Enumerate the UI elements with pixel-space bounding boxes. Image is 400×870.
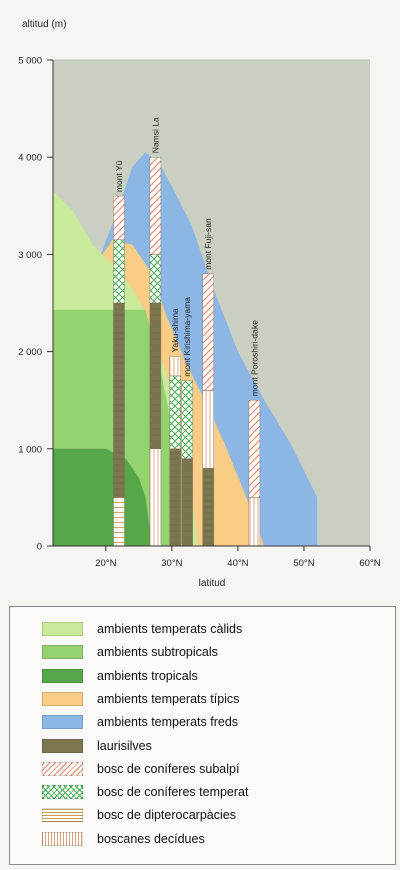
site-namsi-la: Namsi La — [149, 117, 162, 547]
legend-label: ambients subtropicals — [97, 645, 218, 660]
legend-item-dipterocarp: bosc de dipterocarpàcies — [42, 806, 382, 826]
legend-item-deciduous: boscanes decídues — [42, 830, 382, 850]
segment-conifer-subalpine — [113, 195, 125, 241]
y-tick-label: 0 — [37, 542, 42, 553]
legend-swatch — [42, 761, 83, 776]
legend-item-cold: ambients temperats freds — [42, 713, 382, 733]
legend-label: ambients temperats típics — [97, 691, 240, 706]
legend-swatch — [42, 831, 83, 846]
sites-layer: mont Yü Namsi La Yaku-shima mont Kirishima-… — [113, 117, 261, 547]
x-tick-label: 60°N — [359, 558, 380, 569]
legend-item-tropical: ambients tropicals — [42, 667, 382, 687]
segment-deciduous — [248, 497, 261, 547]
segment-conifer-temperate — [149, 254, 162, 304]
site-mont-poroshiri-dake: mont Poroshiri-dake — [248, 320, 261, 547]
site-label: mont Poroshiri-dake — [249, 320, 259, 396]
segment-conifer-temperate — [113, 239, 125, 304]
vegetation-altitude-chart: mont Yü Namsi La Yaku-shima mont Kirishima-… — [18, 19, 381, 589]
legend-item-subtropical: ambients subtropicals — [42, 643, 382, 663]
x-tick-label: 30°N — [161, 558, 182, 569]
site-mont-fuji-san: mont Fuji-san — [202, 218, 214, 547]
y-tick-label: 4 000 — [18, 153, 42, 164]
segment-laurisilva — [169, 448, 181, 547]
site-mont-yu: mont Yü — [113, 160, 125, 547]
legend-swatch — [42, 785, 83, 800]
site-yaku-shima: Yaku-shima — [169, 308, 181, 547]
segment-conifer-temperate — [181, 380, 193, 459]
legend-swatch — [42, 645, 83, 660]
legend-swatch — [42, 668, 83, 683]
segment-conifer-subalpine — [202, 273, 214, 391]
y-tick-label: 1 000 — [18, 444, 42, 455]
site-label: Yaku-shima — [170, 308, 180, 353]
legend: ambients temperats càlids ambients subtro… — [9, 606, 396, 865]
y-tick-label: 2 000 — [18, 347, 42, 358]
segment-deciduous — [149, 448, 162, 547]
x-axis-label: latitud — [199, 578, 226, 589]
site-label: mont Fuji-san — [203, 218, 213, 270]
legend-label: ambients temperats freds — [97, 715, 239, 730]
segment-laurisilva — [149, 302, 162, 450]
segment-conifer-subalpine — [248, 400, 261, 498]
legend-item-conifer-temperate: bosc de coníferes temperat — [42, 783, 382, 803]
x-tick-label: 40°N — [227, 558, 248, 569]
legend-label: boscanes decídues — [97, 831, 205, 846]
segment-conifer-subalpine — [149, 156, 162, 255]
legend-item-laurisilva: laurisilves — [42, 737, 382, 757]
legend-label: bosc de coníferes temperat — [97, 785, 249, 800]
site-mont-kirishima-yama: mont Kirishima-yama — [181, 297, 193, 547]
legend-swatch — [42, 691, 83, 706]
y-axis-label: altitud (m) — [22, 19, 66, 30]
segment-deciduous — [169, 356, 181, 377]
x-tick-label: 20°N — [95, 558, 116, 569]
y-ticks: 0 1 000 2 000 3 000 4 000 5 000 — [18, 56, 53, 553]
legend-item-typical: ambients temperats típics — [42, 690, 382, 710]
legend-swatch — [42, 738, 83, 753]
segment-conifer-temperate — [169, 375, 181, 449]
segment-dipterocarp — [113, 497, 125, 547]
segment-deciduous — [202, 390, 214, 469]
legend-label: bosc de dipterocarpàcies — [97, 808, 236, 823]
site-label: mont Yü — [114, 160, 124, 192]
legend-label: laurisilves — [97, 738, 152, 753]
legend-label: ambients temperats càlids — [97, 622, 243, 636]
y-tick-label: 3 000 — [18, 250, 42, 261]
legend-swatch — [42, 715, 83, 730]
legend-item-conifer-subalpine: bosc de coníferes subalpí — [42, 760, 382, 780]
x-ticks: 20°N 30°N 40°N 50°N 60°N — [95, 546, 381, 569]
site-label: mont Kirishima-yama — [182, 297, 192, 377]
legend-item-warm: ambients temperats càlids — [42, 620, 382, 640]
segment-laurisilva — [181, 458, 193, 547]
zone-ambients-tropicals — [53, 448, 153, 546]
legend-label: ambients tropicals — [97, 668, 198, 683]
segment-laurisilva — [202, 468, 214, 547]
legend-label: bosc de coníferes subalpí — [97, 761, 240, 776]
site-label: Namsi La — [150, 117, 160, 153]
y-tick-label: 5 000 — [18, 56, 42, 67]
legend-swatch — [42, 808, 83, 823]
legend-swatch — [42, 622, 83, 636]
segment-laurisilva — [113, 302, 125, 498]
x-tick-label: 50°N — [293, 558, 314, 569]
